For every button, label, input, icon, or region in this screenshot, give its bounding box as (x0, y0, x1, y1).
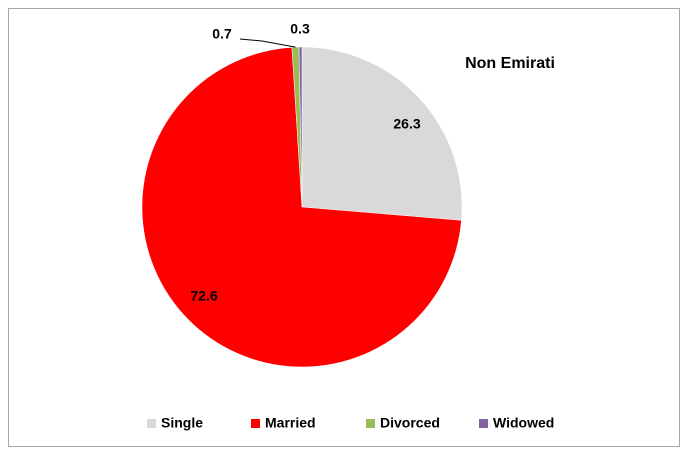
chart-title: Non Emirati (465, 55, 555, 72)
legend-swatch (366, 419, 375, 428)
data-label: 0.7 (212, 26, 232, 42)
legend-swatch (251, 419, 260, 428)
leader-line (239, 38, 296, 48)
legend-swatch (147, 419, 156, 428)
legend-label: Widowed (493, 415, 554, 431)
legend-label: Married (265, 415, 316, 431)
legend-swatch (479, 419, 488, 428)
pie-slice (141, 47, 462, 368)
data-label: 72.6 (190, 288, 217, 304)
pie-slice (301, 46, 463, 221)
pie-slice (298, 46, 303, 208)
data-label: 0.3 (290, 21, 310, 37)
legend-label: Single (161, 415, 203, 431)
data-label: 26.3 (393, 116, 420, 132)
legend-label: Divorced (380, 415, 440, 431)
